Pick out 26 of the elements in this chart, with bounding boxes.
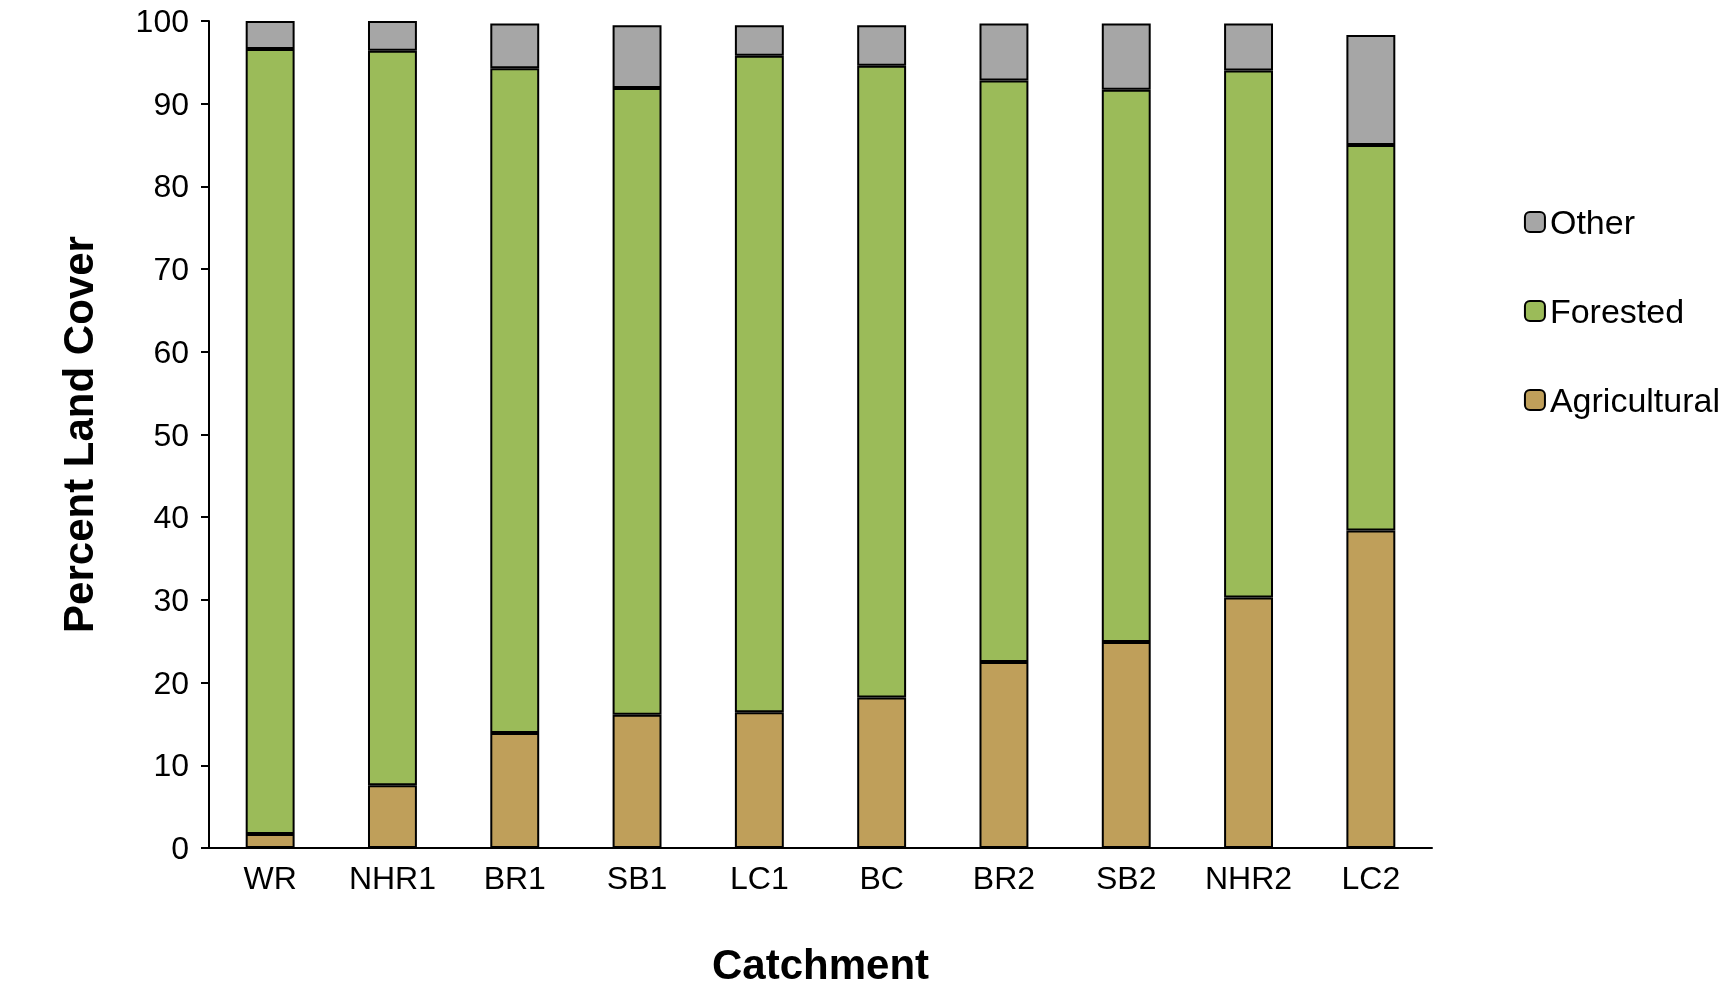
y-tick-label: 90 [153, 85, 189, 122]
x-tick-label: LC1 [730, 860, 789, 896]
x-tick-label: NHR2 [1204, 860, 1293, 896]
legend-label: Forested [1549, 292, 1685, 330]
y-tick-label: 100 [135, 3, 189, 39]
x-tick-label: BR1 [483, 860, 546, 896]
y-tick-label: 30 [153, 581, 189, 618]
y-axis-title: Percent Land Cover [54, 236, 102, 633]
y-tick-label: 20 [153, 664, 189, 701]
legend-label: Agricultural [1549, 381, 1721, 419]
legend-label: Other [1549, 203, 1635, 241]
y-tick-label: 10 [153, 747, 189, 784]
y-tick-label: 60 [153, 333, 189, 370]
x-tick-label: SB2 [1096, 860, 1157, 896]
x-tick-label: BR2 [972, 860, 1036, 896]
x-tick-label: SB1 [606, 860, 668, 896]
y-tick-label: 80 [153, 168, 189, 205]
y-tick-label: 70 [153, 251, 189, 288]
x-tick-label: NHR1 [348, 860, 437, 896]
x-axis-title: Catchment [711, 940, 930, 988]
y-tick-label: 40 [153, 499, 189, 536]
x-tick-label: BC [859, 860, 904, 896]
y-tick-label: 50 [153, 416, 189, 453]
x-tick-label: WR [243, 860, 297, 896]
x-tick-label: LC2 [1341, 860, 1401, 896]
y-tick-label: 0 [171, 830, 189, 866]
